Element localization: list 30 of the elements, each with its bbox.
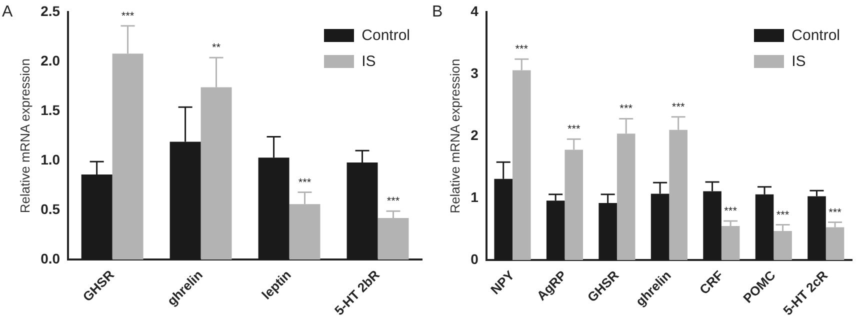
y-tick-label: 1	[470, 188, 479, 205]
y-tick-label: 0.0	[40, 250, 60, 266]
annotation: ***	[386, 196, 400, 208]
y-tick-label: 2.0	[40, 52, 60, 68]
annotation: **	[212, 42, 222, 54]
annotation: ***	[672, 101, 686, 114]
y-tick-label: 2.5	[40, 2, 60, 19]
annotation: ***	[515, 44, 529, 56]
annotation: ***	[121, 10, 135, 22]
y-axis-title: Relative mRNA expression	[447, 58, 462, 214]
y-tick-label: 3	[470, 64, 479, 81]
legend-label: Control	[362, 26, 410, 44]
annotation: ***	[776, 209, 790, 222]
annotation: ***	[298, 176, 312, 189]
annotation: ***	[828, 206, 842, 219]
y-axis-title: Relative mRNA expression	[17, 58, 32, 214]
legend-label: IS	[792, 52, 806, 70]
y-tick-label: 1.0	[40, 151, 60, 168]
y-tick-label: 0.5	[40, 200, 60, 217]
y-tick-label: 2	[470, 126, 479, 143]
text: A	[2, 3, 13, 20]
y-tick-label: 4	[470, 2, 479, 19]
legend-label: Control	[792, 26, 840, 44]
annotation: ***	[620, 103, 634, 116]
legend-label: IS	[362, 52, 376, 70]
annotation: ***	[567, 124, 582, 136]
annotation: ***	[724, 206, 738, 218]
y-tick-label: 1.5	[40, 102, 60, 118]
text: B	[432, 3, 443, 20]
y-tick-label: 0	[470, 250, 479, 267]
